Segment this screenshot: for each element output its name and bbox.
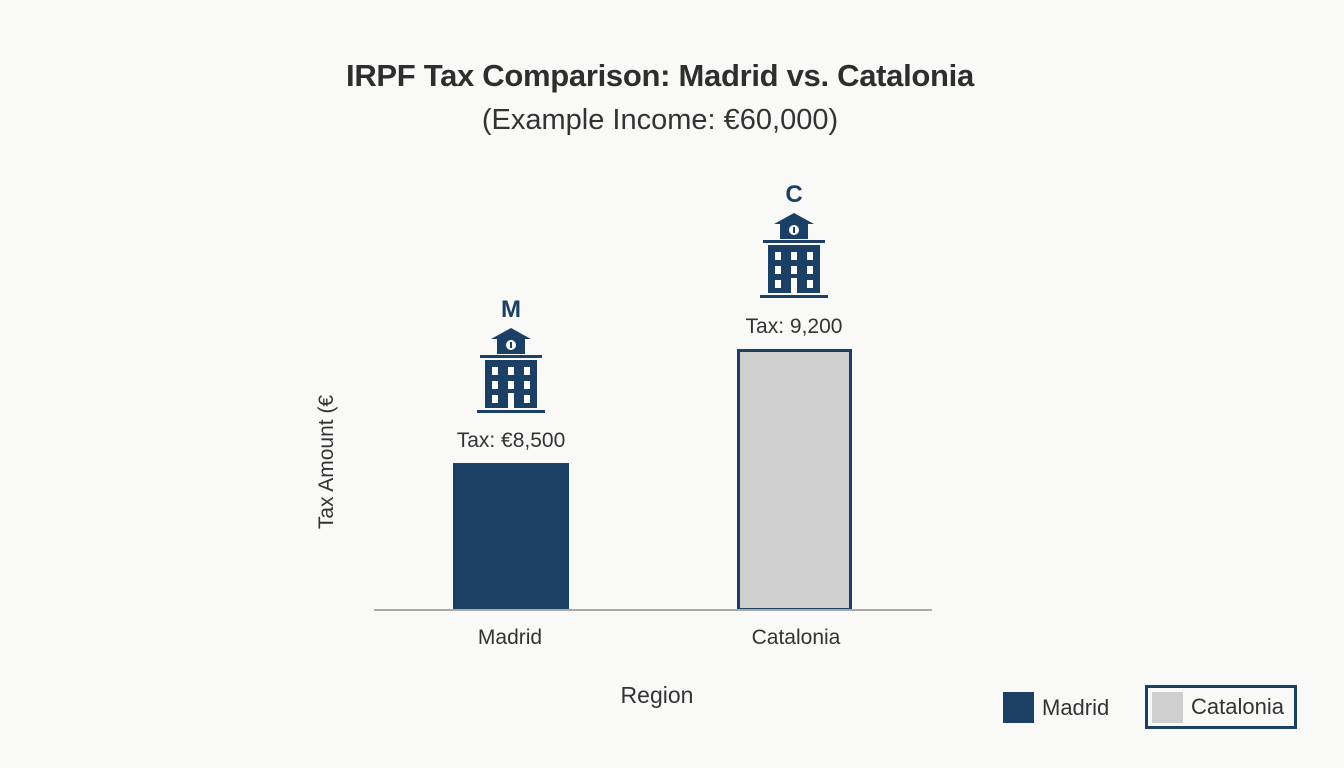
legend-item-catalonia[interactable]: Catalonia <box>1145 685 1297 729</box>
government-building-icon <box>477 326 545 421</box>
government-building-icon <box>760 211 828 306</box>
madrid-letter-marker: M <box>501 296 521 323</box>
legend-item-madrid[interactable]: Madrid <box>1003 690 1109 725</box>
legend-label-catalonia: Catalonia <box>1191 694 1284 719</box>
x-axis-label: Region <box>620 682 694 708</box>
bar-catalonia[interactable] <box>737 349 852 611</box>
x-tick-catalonia: Catalonia <box>751 626 841 649</box>
x-tick-madrid: Madrid <box>477 626 543 649</box>
y-axis-label: Tax Amount (€ <box>315 394 338 530</box>
madrid-data-label: Tax: €8,500 <box>456 429 566 452</box>
chart-title: IRPF Tax Comparison: Madrid vs. Cataloni… <box>346 58 974 93</box>
legend-swatch-madrid <box>1003 692 1034 723</box>
catalonia-data-label: Tax: 9,200 <box>745 315 843 338</box>
chart-subtitle: (Example Income: €60,000) <box>481 104 839 136</box>
x-axis-line <box>374 609 932 611</box>
legend-swatch-catalonia <box>1152 691 1183 723</box>
legend-label-madrid: Madrid <box>1042 694 1110 720</box>
bar-madrid[interactable] <box>453 463 569 610</box>
catalonia-letter-marker: C <box>785 181 803 208</box>
